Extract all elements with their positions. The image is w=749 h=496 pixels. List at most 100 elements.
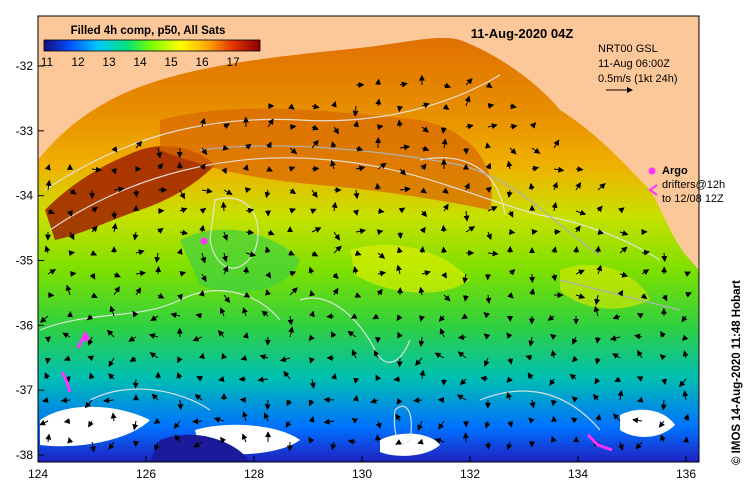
current-vector — [551, 435, 557, 443]
current-vector — [113, 286, 120, 296]
drifter-legend-icon — [648, 184, 658, 196]
y-tick-label: -38 — [16, 448, 34, 462]
current-vector — [308, 266, 315, 275]
current-vector — [486, 231, 492, 241]
current-vector — [135, 287, 142, 296]
current-vector — [396, 314, 403, 321]
current-vector — [198, 290, 205, 297]
current-vector — [612, 413, 621, 422]
x-tick-label: 126 — [136, 467, 156, 481]
current-legend-model: NRT00 GSL — [598, 43, 658, 55]
current-vector — [265, 289, 271, 296]
current-vector — [111, 210, 118, 220]
current-vector — [377, 162, 387, 170]
current-vector — [509, 103, 517, 110]
current-vector — [289, 188, 297, 194]
current-vector — [377, 270, 387, 277]
x-tick-label: 134 — [568, 467, 588, 481]
current-vector — [66, 311, 73, 318]
current-vector — [553, 166, 565, 173]
current-vector — [395, 439, 402, 445]
current-vector — [289, 123, 297, 130]
current-vector — [45, 357, 51, 365]
current-vector — [63, 418, 71, 425]
current-vector — [311, 165, 320, 172]
current-vector — [288, 250, 295, 256]
current-vector — [170, 312, 181, 319]
current-vector — [376, 288, 383, 296]
current-vector — [442, 203, 449, 212]
current-vector — [442, 187, 449, 194]
current-vector — [111, 146, 118, 153]
current-vector — [261, 310, 269, 317]
current-vector — [632, 417, 643, 424]
current-vector — [199, 207, 207, 214]
current-vector — [176, 293, 183, 301]
current-vector — [596, 264, 603, 275]
current-vector — [550, 349, 557, 359]
current-vector — [569, 373, 577, 380]
current-vector — [531, 165, 540, 172]
current-vector — [641, 269, 650, 275]
current-vector — [682, 436, 689, 443]
current-vector — [661, 252, 668, 262]
current-vector — [619, 271, 629, 278]
cloud-gap — [40, 406, 150, 447]
current-vector — [483, 357, 490, 367]
current-vector — [199, 163, 206, 170]
current-vector — [487, 123, 498, 129]
current-vector — [288, 166, 296, 172]
current-vector — [200, 252, 207, 264]
current-vector — [528, 336, 535, 347]
current-vector — [529, 399, 536, 409]
current-vector — [571, 355, 579, 363]
current-vector — [106, 329, 115, 338]
current-vector — [440, 126, 447, 134]
current-vector — [44, 372, 51, 380]
current-vector — [485, 294, 492, 304]
argo-legend-icon — [648, 167, 656, 175]
current-vector — [333, 126, 339, 135]
current-vector — [331, 373, 337, 380]
current-vector — [464, 95, 471, 107]
current-vector — [129, 356, 137, 362]
current-vector — [570, 417, 578, 424]
current-vector — [464, 182, 470, 191]
current-vector — [156, 147, 162, 159]
drifters-legend-line2: to 12/08 12Z — [662, 193, 724, 205]
current-vector — [223, 123, 231, 129]
current-vector — [155, 266, 162, 275]
colorbar-title: Filled 4h comp, p50, All Sats — [71, 25, 226, 37]
current-vector — [89, 272, 96, 280]
current-vector — [443, 294, 451, 302]
current-vector — [179, 271, 187, 277]
current-vector — [456, 394, 467, 401]
map-frame — [37, 15, 700, 463]
current-vector — [421, 126, 429, 133]
current-vector — [286, 399, 293, 407]
current-vector — [434, 437, 445, 444]
current-vector — [132, 231, 139, 241]
current-vector — [681, 315, 688, 323]
x-axis: 124 126 128 130 132 134 136 — [28, 456, 696, 481]
current-vector — [200, 117, 206, 128]
current-vector — [60, 397, 71, 404]
current-vector — [86, 314, 94, 321]
current-vector — [572, 336, 578, 345]
current-vector — [84, 399, 93, 409]
current-vector — [617, 289, 624, 297]
current-vector — [133, 189, 140, 198]
current-vector — [91, 292, 98, 298]
current-vector — [417, 438, 424, 445]
current-vector — [157, 163, 164, 170]
current-vector — [660, 399, 667, 411]
current-vector — [420, 163, 427, 171]
current-vector — [417, 420, 423, 431]
current-vector — [47, 269, 57, 275]
current-vector — [40, 315, 49, 323]
current-vector — [47, 208, 55, 215]
current-vector — [196, 376, 203, 382]
current-vector — [103, 397, 115, 404]
current-vector — [288, 103, 295, 110]
current-vector — [222, 231, 228, 241]
